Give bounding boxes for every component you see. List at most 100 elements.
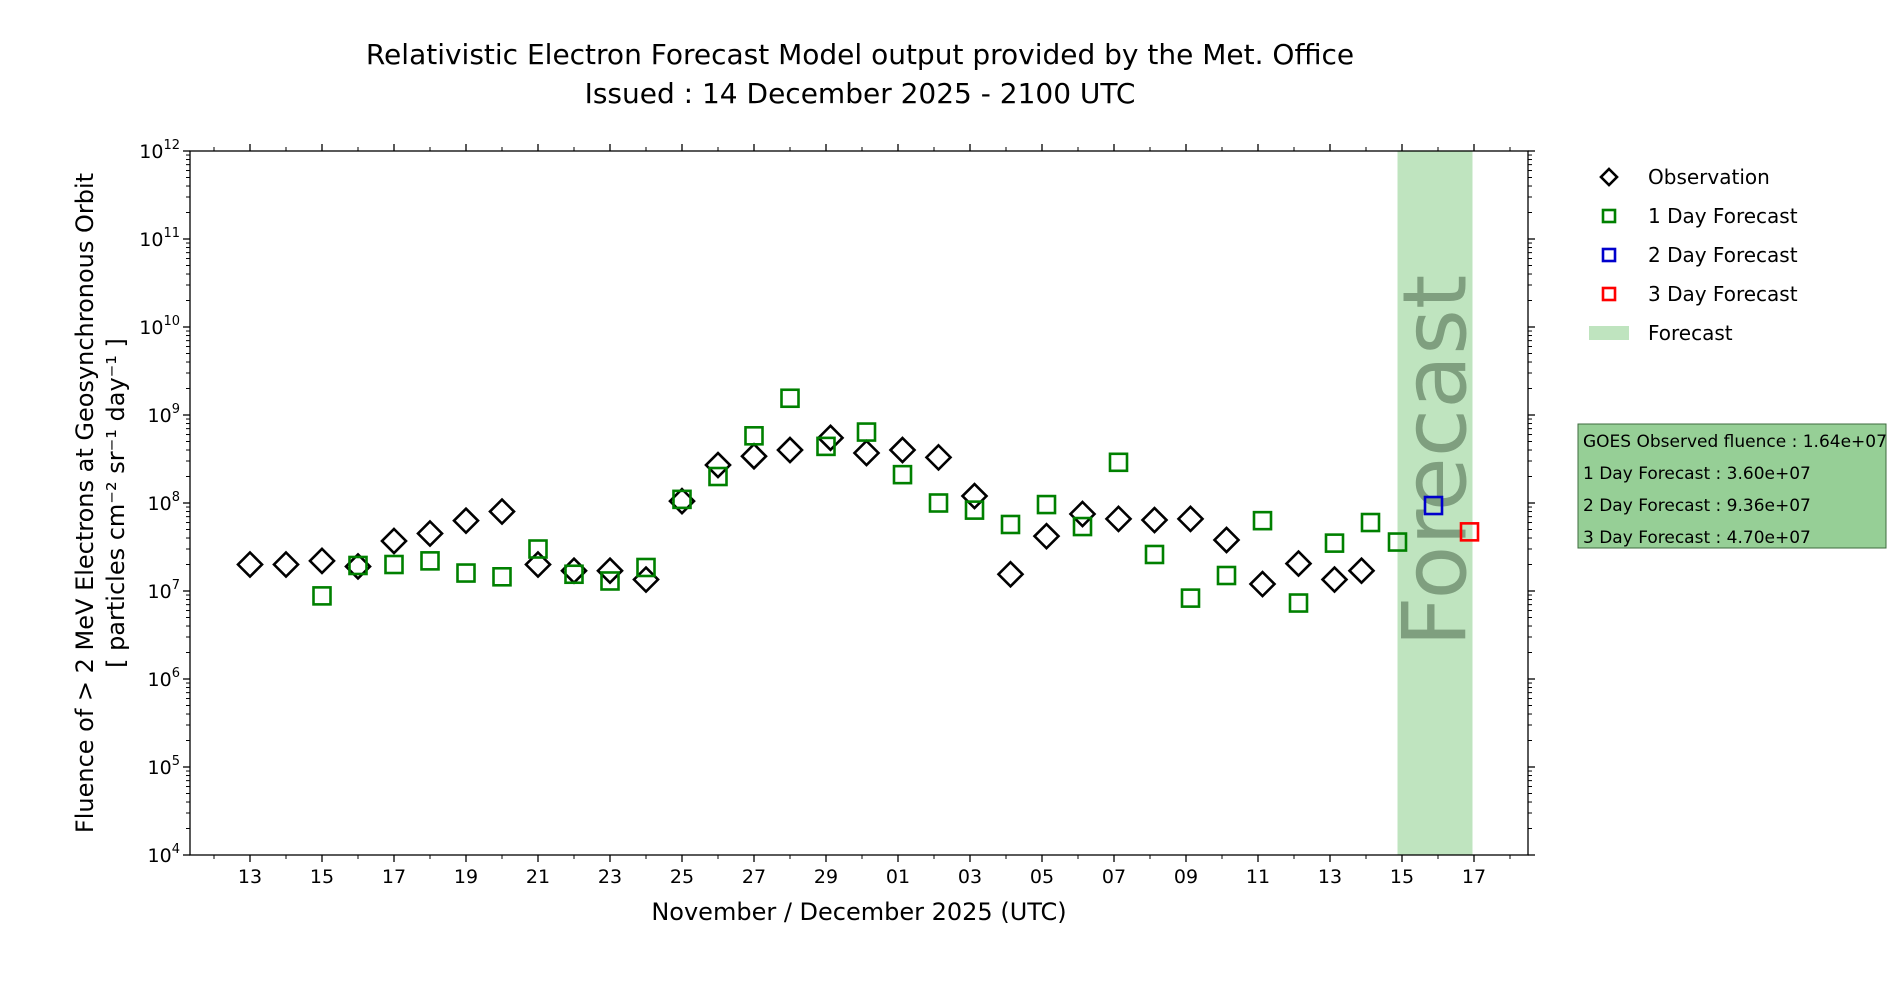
- 1-day-forecast-point: [1216, 565, 1237, 586]
- legend-3day-forecast-label: 3 Day Forecast: [1648, 282, 1798, 306]
- x-tick-label: 27: [742, 866, 766, 888]
- y-tick-label: 104: [148, 842, 180, 867]
- 1-day-forecast-point: [1072, 516, 1093, 537]
- 1-day-forecast-point: [456, 563, 476, 583]
- y-tick-label: 105: [148, 754, 180, 779]
- y-tick-label: 107: [148, 578, 180, 603]
- x-tick-label: 21: [526, 866, 550, 888]
- x-tick-label: 07: [1102, 866, 1126, 888]
- observation-point: [236, 550, 264, 579]
- y-tick-label: 1012: [139, 138, 180, 163]
- forecast-band: [1397, 151, 1473, 855]
- legend: Observation 1 Day Forecast 2 Day Forecast 3…: [1589, 165, 1798, 345]
- 1-day-forecast-point: [420, 551, 440, 571]
- 1-day-forecast-point: [1252, 510, 1273, 531]
- y-tick-label: 109: [148, 402, 180, 427]
- y-tick-label: 1011: [139, 226, 180, 251]
- info-2day-forecast: 2 Day Forecast : 9.36e+07: [1583, 496, 1811, 516]
- 3-day-forecast-point: [1459, 522, 1480, 542]
- legend-1day-forecast-marker: [1601, 208, 1617, 224]
- 1-day-forecast-point: [856, 422, 877, 442]
- 2-day-forecast-point: [1423, 495, 1444, 516]
- observation-point: [1320, 565, 1349, 594]
- x-tick-label: 29: [814, 866, 838, 888]
- info-1day-forecast: 1 Day Forecast : 3.60e+07: [1583, 464, 1811, 484]
- x-tick-label: 01: [886, 866, 910, 888]
- 1-day-forecast-point: [1324, 533, 1345, 553]
- y-tick-label: 1010: [139, 314, 180, 339]
- info-3day-forecast: 3 Day Forecast : 4.70e+07: [1583, 528, 1811, 548]
- data-markers: [236, 388, 1480, 613]
- observation-point: [776, 436, 804, 464]
- observation-point: [1212, 526, 1241, 554]
- chart-title: Relativistic Electron Forecast Model out…: [365, 38, 1355, 71]
- x-tick-label: 23: [598, 866, 622, 888]
- observation-point: [740, 442, 768, 471]
- 1-day-forecast-point: [964, 500, 985, 520]
- plot-frame: [189, 150, 1529, 856]
- observation-point: [1248, 570, 1277, 598]
- info-observed-fluence: GOES Observed fluence : 1.64e+07: [1583, 432, 1887, 452]
- observation-point: [308, 547, 336, 575]
- 1-day-forecast-point: [708, 466, 728, 487]
- 1-day-forecast-point: [492, 566, 512, 587]
- x-tick-label: 25: [670, 866, 694, 888]
- legend-forecast-band-swatch: [1589, 326, 1629, 340]
- observation-point: [888, 436, 917, 464]
- 1-day-forecast-point: [636, 557, 656, 578]
- chart-subtitle: Issued : 14 December 2025 - 2100 UTC: [584, 77, 1136, 110]
- observation-point: [380, 527, 408, 555]
- y-tick-label: 106: [148, 666, 180, 691]
- axes-layer: 13 15 17 19 21 23 25 27 29 01 03 05 07 09 11 13 15 17 104 1…: [139, 138, 1535, 888]
- forecast-band-layer: Forecast: [1384, 151, 1487, 855]
- legend-1day-forecast-label: 1 Day Forecast: [1648, 204, 1798, 228]
- observation-point: [1068, 500, 1097, 528]
- observation-point: [1176, 505, 1205, 533]
- observation-point: [1284, 549, 1313, 578]
- 1-day-forecast-point: [312, 586, 332, 606]
- 1-day-forecast-point: [600, 571, 620, 591]
- 1-day-forecast-point: [780, 388, 800, 409]
- 1-day-forecast-point: [1180, 588, 1201, 608]
- observation-point: [416, 519, 444, 548]
- legend-2day-forecast-label: 2 Day Forecast: [1648, 243, 1798, 267]
- observation-point: [924, 443, 953, 472]
- 1-day-forecast-point: [348, 555, 368, 576]
- observation-point: [960, 482, 989, 510]
- x-tick-label: 13: [1318, 866, 1342, 888]
- observation-point: [816, 424, 845, 452]
- observation-point: [852, 439, 881, 467]
- 1-day-forecast-point: [816, 436, 836, 457]
- 1-day-forecast-point: [744, 426, 764, 446]
- observation-point: [596, 556, 624, 585]
- 1-day-forecast-point: [1108, 452, 1129, 473]
- 1-day-forecast-point: [1360, 512, 1381, 533]
- observation-point: [272, 550, 300, 579]
- forecast-band-label: Forecast: [1384, 275, 1487, 647]
- 1-day-forecast-point: [1000, 514, 1021, 535]
- x-tick-label: 19: [454, 866, 478, 888]
- x-tick-label: 15: [1390, 866, 1414, 888]
- y-tick-label: 108: [148, 490, 180, 515]
- 1-day-forecast-point: [1144, 544, 1165, 565]
- 1-day-forecast-point: [1387, 532, 1408, 552]
- 1-day-forecast-point: [384, 554, 404, 575]
- x-tick-label: 15: [310, 866, 334, 888]
- legend-observation-marker: [1599, 167, 1619, 187]
- y-axis-label: Fluence of > 2 MeV Electrons at Geosynch…: [71, 173, 99, 833]
- observation-point: [1347, 556, 1376, 585]
- 1-day-forecast-point: [1288, 593, 1309, 613]
- x-tick-label: 13: [238, 866, 262, 888]
- legend-3day-forecast-marker: [1601, 286, 1617, 302]
- 1-day-forecast-point: [928, 493, 949, 513]
- x-tick-label: 11: [1246, 866, 1270, 888]
- 1-day-forecast-point: [672, 489, 692, 510]
- 1-day-forecast-point: [892, 464, 913, 485]
- observation-point: [704, 451, 732, 479]
- x-tick-label: 03: [958, 866, 982, 888]
- legend-2day-forecast-marker: [1601, 247, 1617, 263]
- x-axis-label: November / December 2025 (UTC): [651, 898, 1066, 926]
- observation-point: [996, 560, 1025, 589]
- observation-point: [1032, 522, 1061, 550]
